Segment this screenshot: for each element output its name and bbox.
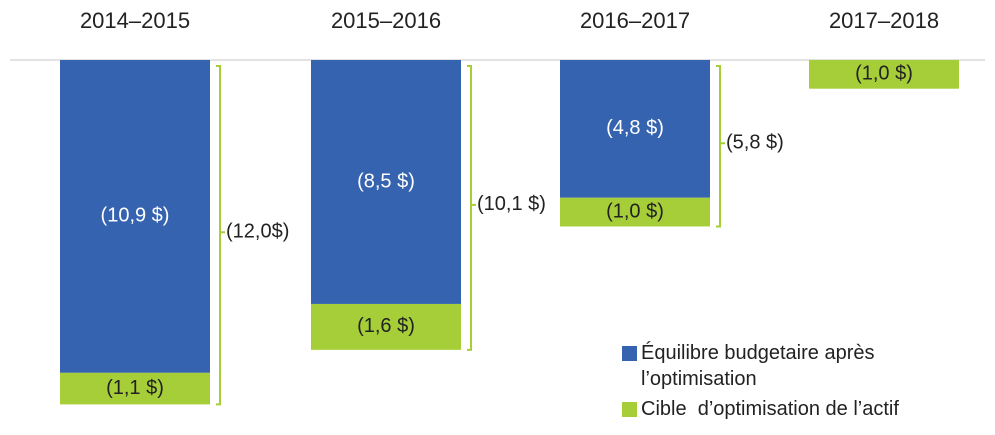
value-label: (1,0 $) [606, 200, 664, 222]
category-label: 2014–2015 [80, 8, 190, 33]
bar-segment [809, 60, 959, 89]
value-label: (8,5 $) [357, 170, 415, 192]
bar-segment [60, 60, 210, 373]
total-label: (5,8 $) [726, 132, 784, 154]
total-bracket [716, 65, 725, 228]
total-label: (12,0$) [226, 220, 289, 242]
total-bracket [467, 65, 476, 351]
bar-segment [311, 60, 461, 304]
legend-swatch [622, 346, 637, 361]
bar-segment [560, 60, 710, 198]
category-label: 2017–2018 [829, 8, 939, 33]
bar-segment [311, 303, 461, 350]
value-label: (1,0 $) [855, 63, 913, 85]
bar-segment [60, 372, 210, 405]
value-label: (1,1 $) [106, 377, 164, 399]
legend-label: Cible d’optimisation de l’actif [641, 398, 899, 420]
legend-swatch [622, 402, 637, 417]
category-label: 2016–2017 [580, 8, 690, 33]
bar-segment [560, 197, 710, 227]
value-label: (4,8 $) [606, 117, 664, 139]
legend-item: Cible d’optimisation de l’actif [622, 396, 982, 422]
total-label: (10,1 $) [477, 193, 546, 215]
category-label: 2015–2016 [331, 8, 441, 33]
total-bracket [216, 65, 225, 406]
value-label: (10,9 $) [101, 205, 170, 227]
value-label: (1,6 $) [357, 315, 415, 337]
legend-item: Équilibre budgetaire après l’optimisatio… [622, 340, 982, 392]
legend-label: Équilibre budgetaire après l’optimisatio… [641, 342, 881, 390]
legend: Équilibre budgetaire après l’optimisatio… [622, 340, 982, 426]
